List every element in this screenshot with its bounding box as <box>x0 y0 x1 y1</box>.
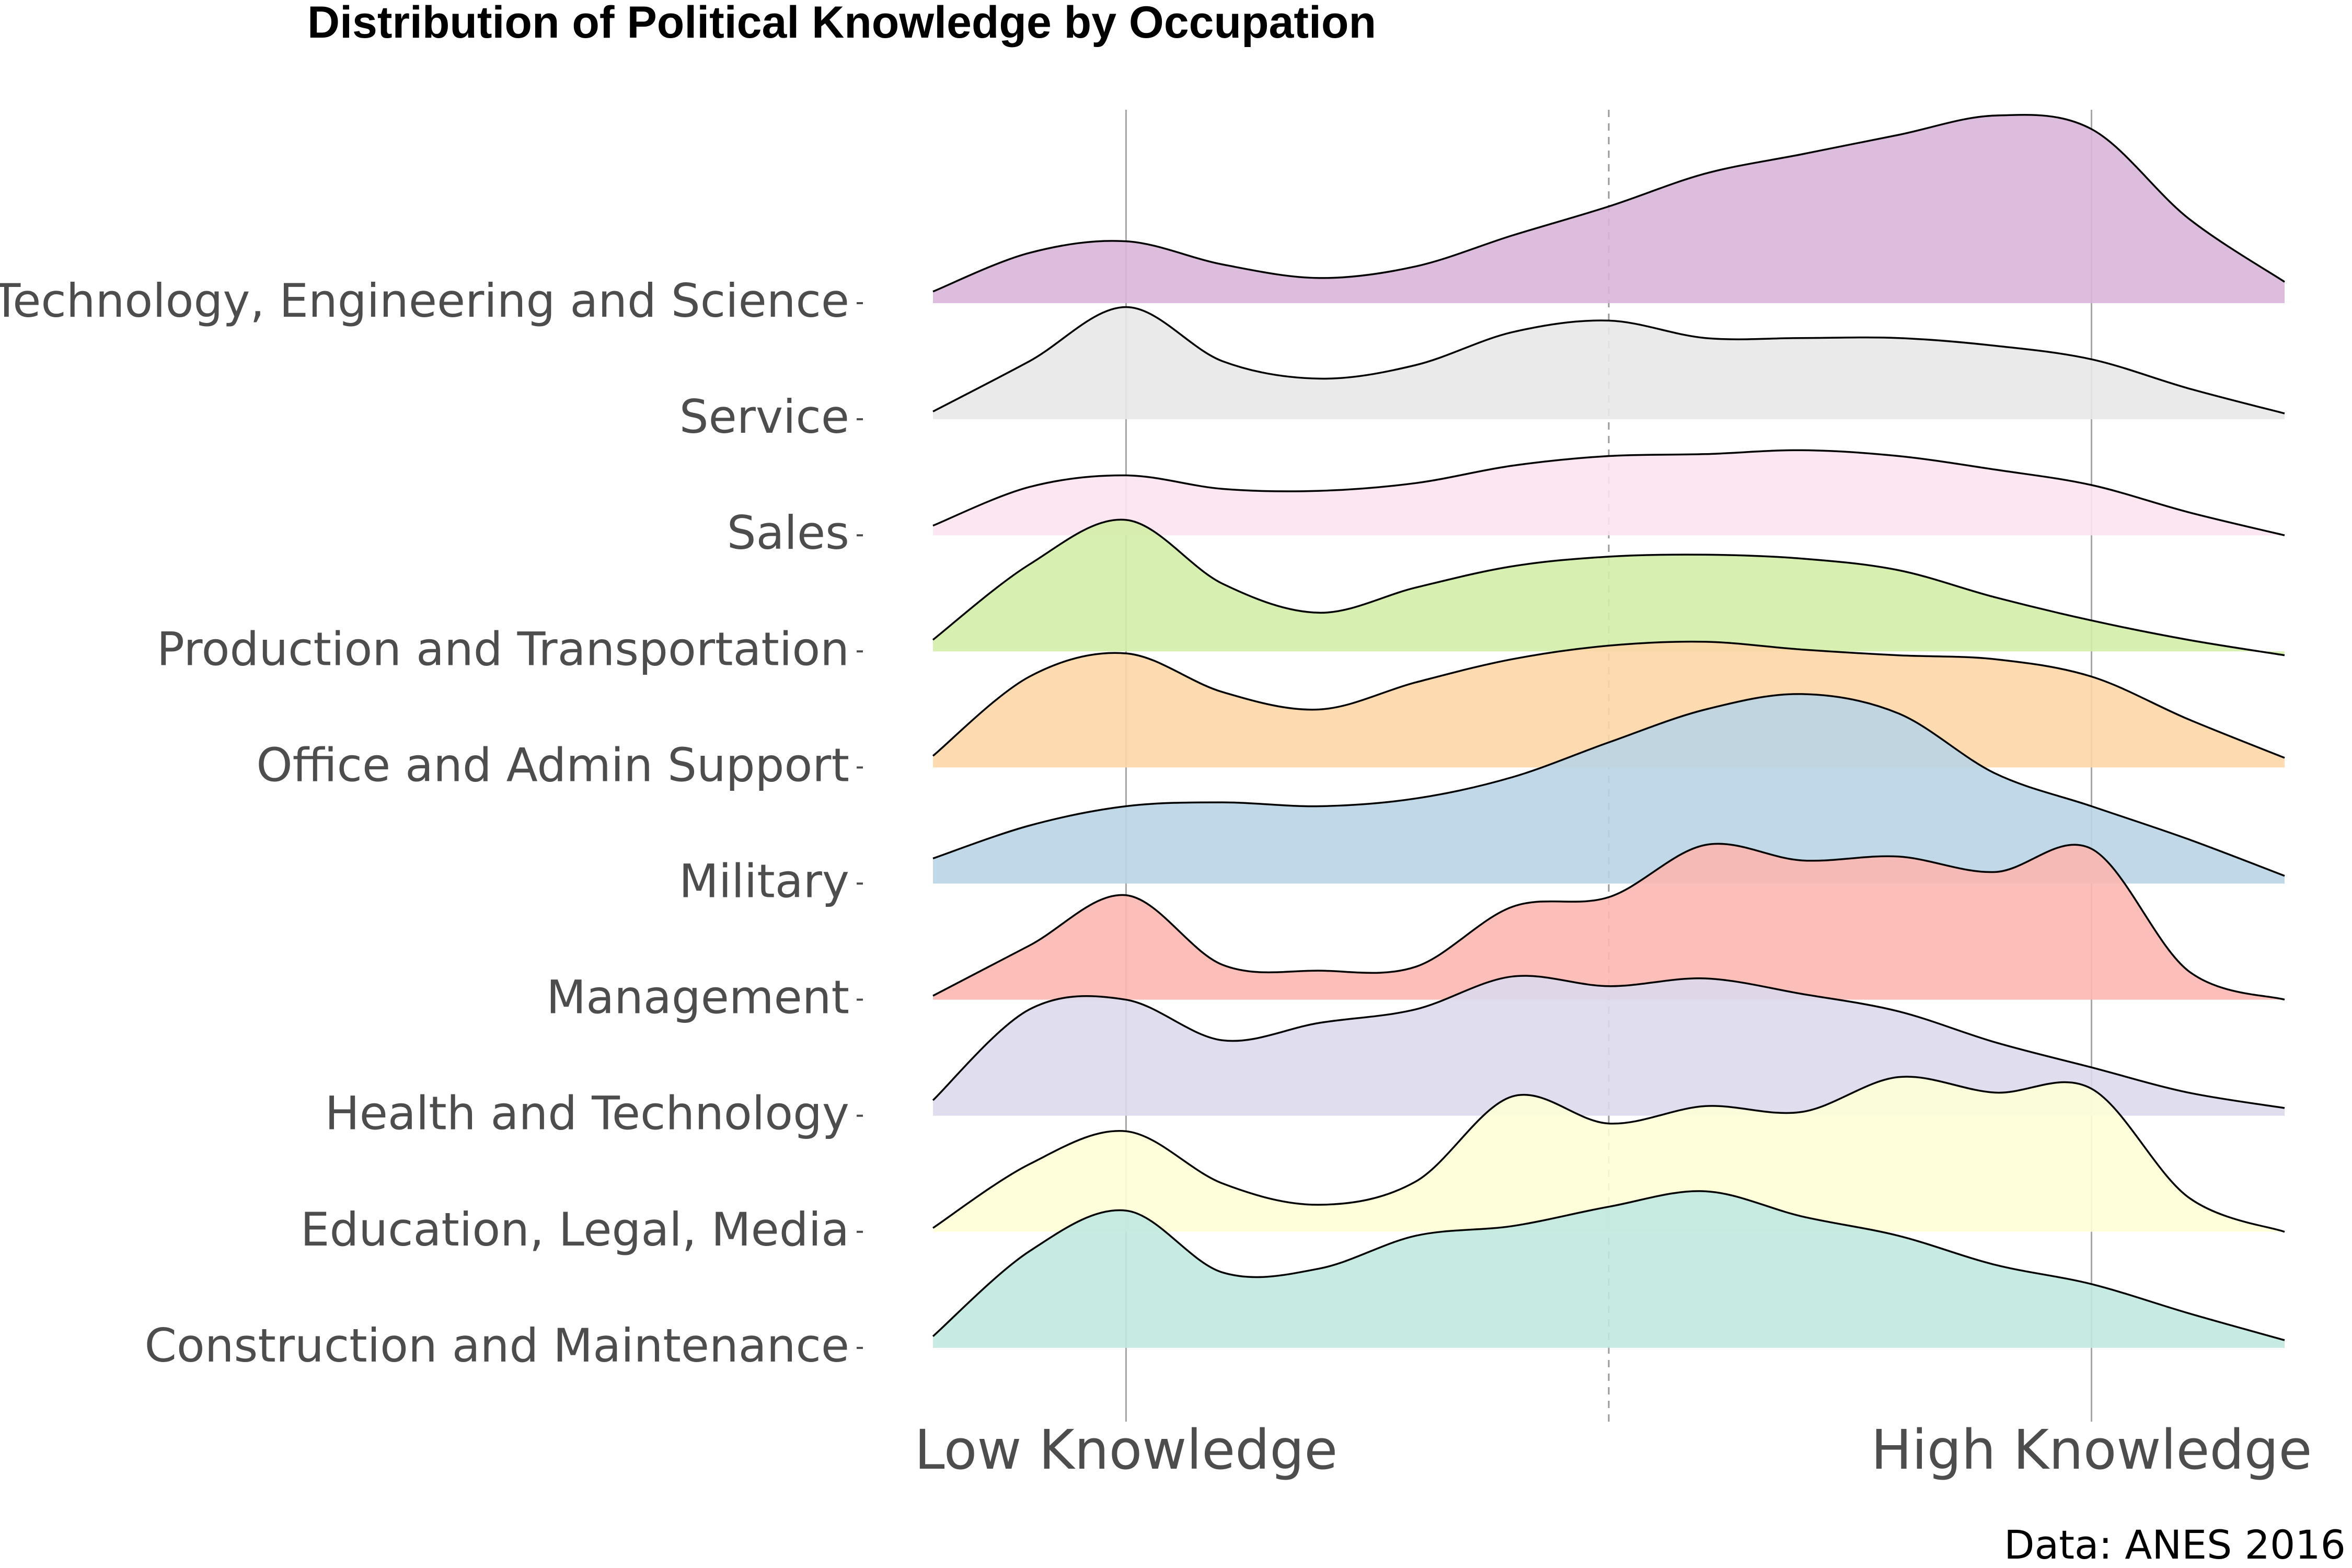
ridge-outline-production-and-transportation <box>932 518 2285 656</box>
ridge-outline-technology-engineering-and-science <box>932 113 2285 293</box>
ridge-outline-sales <box>932 449 2285 536</box>
category-label: Health and Technology <box>325 1087 849 1140</box>
ridge-area-technology-engineering-and-science <box>933 114 2285 303</box>
category-labels: Technology, Engineering and Science Servi… <box>0 274 863 1373</box>
ridge-area-management <box>933 844 2285 1000</box>
category-label: Construction and Maintenance <box>144 1319 849 1373</box>
ridge-outline-military <box>932 693 2285 877</box>
ridge-office-and-admin-support <box>932 640 2285 768</box>
category-label: Military <box>679 855 849 908</box>
category-label: Management <box>546 971 849 1024</box>
ridge-sales <box>932 449 2285 536</box>
ridge-area-construction-and-maintenance <box>933 1191 2285 1348</box>
ridge-service <box>932 306 2285 420</box>
ridge-area-office-and-admin-support <box>933 641 2285 768</box>
ridge-area-sales <box>933 450 2285 536</box>
x-tick-label-low: Low Knowledge <box>915 1418 1338 1482</box>
ridge-management <box>932 843 2285 1001</box>
ridge-education-legal-media <box>932 1076 2285 1233</box>
ridge-area-military <box>933 694 2285 884</box>
ridge-area-service <box>933 307 2285 420</box>
ridge-outline-health-and-technology <box>932 975 2285 1109</box>
ridge-outline-service <box>932 306 2285 414</box>
ridge-technology-engineering-and-science <box>932 113 2285 303</box>
ridge-area-education-legal-media <box>933 1077 2285 1232</box>
ridge-outline-management <box>932 843 2285 1001</box>
category-label: Technology, Engineering and Science <box>0 274 849 328</box>
ridge-outline-education-legal-media <box>932 1076 2285 1233</box>
ridge-health-and-technology <box>932 975 2285 1116</box>
ridge-outline-office-and-admin-support <box>932 640 2285 759</box>
category-label: Office and Admin Support <box>256 738 849 792</box>
ridges-group <box>932 113 2285 1348</box>
category-label: Service <box>679 390 849 444</box>
ridge-construction-and-maintenance <box>932 1190 2285 1348</box>
ridge-outline-construction-and-maintenance <box>932 1190 2285 1341</box>
ridge-military <box>932 693 2285 884</box>
ridge-area-health-and-technology <box>933 975 2285 1116</box>
x-axis: Low Knowledge High Knowledge <box>915 1418 2312 1482</box>
category-label: Production and Transportation <box>157 622 849 676</box>
x-tick-label-high: High Knowledge <box>1871 1418 2312 1482</box>
data-source-caption: Data: ANES 2016 <box>2004 1521 2346 1568</box>
chart-title: Distribution of Political Knowledge by O… <box>307 0 1376 48</box>
category-label: Sales <box>727 506 849 560</box>
category-label: Education, Legal, Media <box>301 1203 849 1256</box>
ridge-area-production-and-transportation <box>933 520 2285 655</box>
ridge-production-and-transportation <box>932 518 2285 656</box>
